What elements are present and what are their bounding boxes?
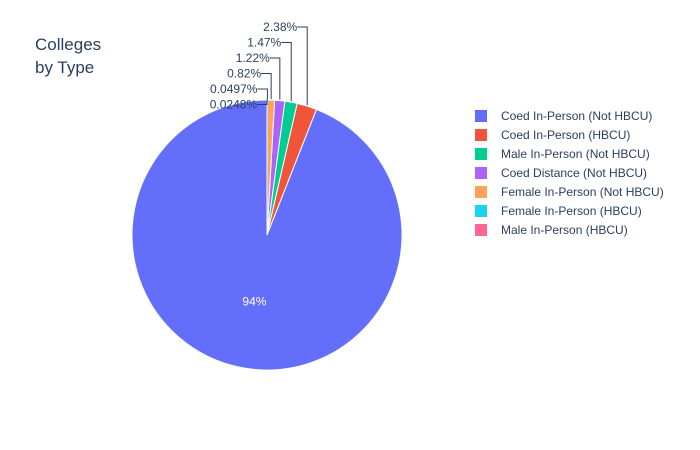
legend-swatch	[475, 148, 487, 160]
legend-item-3[interactable]: Coed Distance (Not HBCU)	[475, 166, 647, 180]
slice-label-3: 1.22%	[236, 51, 270, 65]
leader-line-4	[261, 73, 272, 100]
pie-slice-5[interactable]	[267, 100, 268, 236]
pie-slices	[131, 99, 403, 371]
legend-label: Male In-Person (HBCU)	[501, 223, 628, 237]
chart-title-line-2: by Type	[35, 58, 94, 77]
leader-line-6	[257, 99, 268, 105]
legend: Coed In-Person (Not HBCU) Coed In-Person …	[475, 109, 664, 237]
legend-item-2[interactable]: Male In-Person (Not HBCU)	[475, 147, 650, 161]
pie-slice-4[interactable]	[266, 99, 276, 236]
chart-title: Colleges by Type	[35, 35, 101, 77]
chart-title-line-1: Colleges	[35, 35, 101, 54]
legend-label: Female In-Person (Not HBCU)	[501, 185, 664, 199]
slice-labels: 94% 2.38% 1.47%1.22% 0.82%0.0497% 0.0248%	[210, 20, 298, 308]
leader-line-5	[257, 88, 268, 100]
leader-line-1	[297, 26, 308, 106]
legend-label: Coed In-Person (HBCU)	[501, 128, 630, 142]
legend-swatch	[475, 205, 487, 217]
legend-label: Male In-Person (Not HBCU)	[501, 147, 650, 161]
slice-label-5: 0.0497%	[210, 82, 258, 96]
legend-swatch	[475, 167, 487, 179]
legend-swatch	[475, 224, 487, 236]
legend-label: Coed Distance (Not HBCU)	[501, 166, 647, 180]
slice-label-1: 2.38%	[263, 20, 297, 34]
leader-line-2	[281, 42, 292, 102]
legend-item-5[interactable]: Female In-Person (HBCU)	[475, 204, 642, 218]
label-leader-lines	[257, 26, 308, 106]
slice-label-6: 0.0248%	[210, 98, 258, 112]
legend-swatch	[475, 110, 487, 122]
legend-label: Coed In-Person (Not HBCU)	[501, 109, 652, 123]
legend-swatch	[475, 186, 487, 198]
legend-item-1[interactable]: Coed In-Person (HBCU)	[475, 128, 630, 142]
legend-swatch	[475, 129, 487, 141]
slice-label-4: 0.82%	[227, 67, 261, 81]
leader-line-3	[269, 57, 281, 100]
legend-item-4[interactable]: Female In-Person (Not HBCU)	[475, 185, 664, 199]
legend-item-6[interactable]: Male In-Person (HBCU)	[475, 223, 628, 237]
legend-label: Female In-Person (HBCU)	[501, 204, 642, 218]
slice-label-0: 94%	[242, 294, 266, 308]
slice-label-2: 1.47%	[247, 36, 281, 50]
legend-item-0[interactable]: Coed In-Person (Not HBCU)	[475, 109, 652, 123]
